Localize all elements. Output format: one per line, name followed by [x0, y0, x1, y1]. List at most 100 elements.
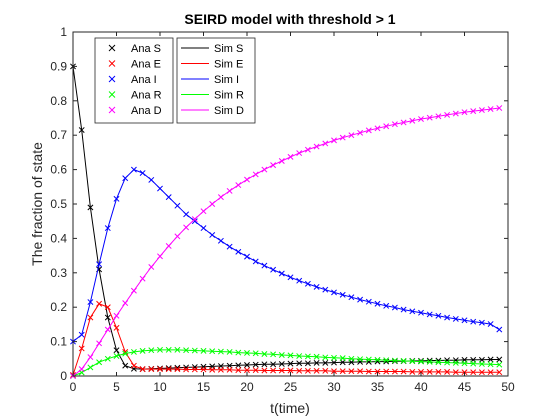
- x-tick-label: 35: [371, 380, 385, 394]
- marker-stroke: [444, 357, 451, 364]
- ana-E-point: [96, 300, 103, 307]
- marker-stroke: [400, 357, 407, 364]
- ana-I-point: [235, 248, 242, 255]
- marker-stroke: [270, 361, 277, 368]
- marker-stroke: [391, 357, 398, 364]
- marker-stroke: [296, 150, 303, 157]
- marker-stroke: [322, 354, 329, 361]
- ana-S-point: [200, 363, 207, 370]
- marker-stroke: [200, 363, 207, 370]
- marker-stroke: [478, 361, 485, 367]
- marker-stroke: [87, 204, 94, 211]
- marker-stroke: [270, 367, 277, 374]
- marker-stroke: [165, 366, 172, 373]
- marker-stroke: [287, 367, 294, 374]
- ana-E-point: [235, 367, 242, 374]
- ana-E-point: [287, 367, 294, 374]
- ana-E-point: [217, 366, 224, 373]
- marker-stroke: [148, 263, 155, 270]
- marker-stroke: [435, 359, 442, 366]
- marker-stroke: [435, 368, 442, 375]
- ana-D-point: [487, 106, 494, 113]
- ana-R-point: [426, 358, 433, 365]
- ana-D-point: [365, 127, 372, 134]
- marker-stroke: [252, 171, 259, 178]
- ana-E-point: [331, 368, 337, 375]
- ana-E-point: [157, 366, 163, 373]
- marker-stroke: [348, 355, 355, 362]
- ana-R-point: [244, 349, 250, 356]
- ana-R-point: [331, 354, 337, 361]
- marker-stroke: [244, 253, 250, 260]
- ana-D-point: [313, 143, 320, 150]
- marker-stroke: [139, 275, 146, 282]
- marker-stroke: [270, 162, 277, 169]
- legend-simulated-box: [176, 37, 256, 124]
- ana-E-point: [148, 366, 155, 373]
- marker-stroke: [200, 366, 207, 373]
- marker-stroke: [339, 291, 346, 298]
- marker-stroke: [374, 300, 381, 307]
- marker-stroke: [304, 367, 311, 374]
- marker-stroke: [157, 253, 163, 260]
- sim-R-line: [72, 349, 500, 377]
- ana-D-point: [383, 123, 390, 130]
- legend-label: Sim D: [214, 105, 244, 117]
- marker-stroke: [87, 354, 94, 361]
- marker-stroke: [165, 365, 172, 372]
- ana-S-point: [261, 361, 268, 368]
- marker-stroke: [426, 368, 433, 375]
- ana-R-point: [235, 349, 242, 356]
- marker-stroke: [365, 127, 372, 134]
- legend-label: Sim E: [214, 59, 243, 71]
- ana-D-point: [304, 146, 311, 153]
- ana-S-point: [87, 204, 94, 211]
- marker-stroke: [461, 360, 468, 367]
- ana-R-point: [400, 357, 407, 364]
- ana-E-point: [252, 367, 259, 374]
- ana-D-point: [226, 187, 233, 194]
- ana-D-point: [478, 107, 485, 114]
- marker-stroke: [217, 348, 224, 355]
- ana-I-point: [365, 298, 372, 305]
- x-tick-label: 15: [197, 380, 211, 394]
- marker-stroke: [409, 308, 416, 315]
- ana-D-point: [148, 263, 155, 270]
- marker-stroke: [174, 233, 181, 240]
- ana-R-point: [383, 357, 390, 364]
- marker-stroke: [183, 347, 190, 354]
- marker-stroke: [426, 114, 433, 121]
- ana-D-point: [96, 340, 103, 347]
- ana-I-point: [296, 277, 303, 284]
- ana-I-point: [391, 304, 398, 311]
- marker-stroke: [452, 315, 459, 322]
- y-tick-label: 0.8: [50, 94, 67, 108]
- marker-stroke: [96, 340, 103, 347]
- ana-E-point: [191, 366, 198, 373]
- legend-label: Sim R: [214, 90, 244, 102]
- marker-stroke: [244, 367, 250, 374]
- ana-R-point: [139, 347, 146, 354]
- marker-stroke: [383, 368, 390, 375]
- marker-stroke: [244, 362, 250, 368]
- marker-stroke: [313, 353, 320, 360]
- marker-stroke: [87, 314, 94, 321]
- marker-stroke: [470, 360, 477, 367]
- legend-label: Ana D: [131, 105, 162, 117]
- marker-stroke: [130, 362, 137, 369]
- legend-item-sim-R: Sim R: [181, 90, 244, 102]
- ana-I-point: [261, 262, 268, 269]
- ana-S-point: [322, 359, 329, 366]
- ana-D-point: [496, 105, 503, 111]
- legend-simulated: Sim S Sim E Sim I Sim R Sim D: [176, 37, 256, 124]
- marker-stroke: [235, 182, 242, 189]
- ana-R-point: [470, 360, 477, 367]
- marker-stroke: [183, 211, 190, 218]
- ana-I-point: [183, 211, 190, 218]
- marker-stroke: [157, 346, 163, 353]
- ana-I-point: [104, 225, 111, 232]
- ana-I-point: [339, 291, 346, 298]
- x-tick-label: 10: [153, 380, 167, 394]
- marker-stroke: [278, 367, 285, 374]
